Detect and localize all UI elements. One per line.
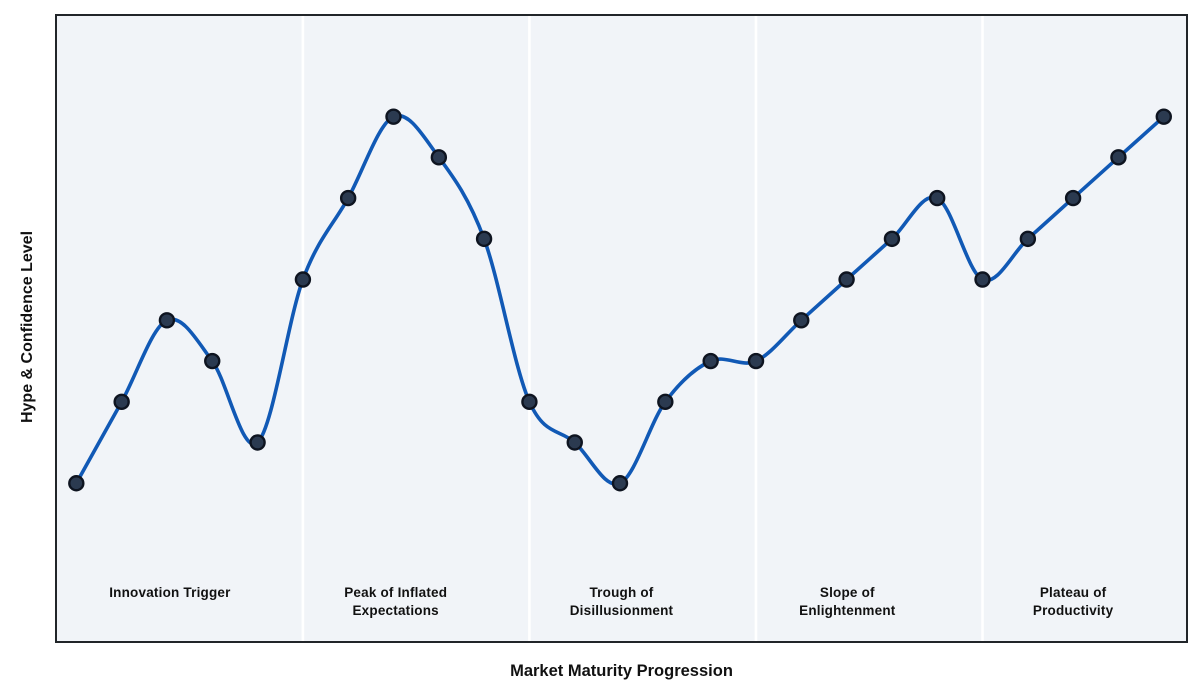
data-point-marker [702,352,719,370]
data-point-marker [1064,189,1082,207]
phase-label-innovation-trigger: Innovation Trigger [109,585,231,600]
data-point-marker [294,271,312,288]
hype-curve-line [74,113,1166,486]
data-point-marker [793,312,810,329]
data-point-marker [204,352,221,370]
data-point-marker [928,189,946,207]
y-axis-label: Hype & Confidence Level [19,230,36,424]
data-point-marker [1019,230,1037,248]
data-point-marker [747,352,765,370]
data-point-marker [611,475,629,492]
data-point-marker [249,434,266,451]
data-point-marker [430,149,448,166]
data-point-marker [838,271,855,288]
data-point-marker [475,230,493,248]
phase-label-plateau-of-productivity: Plateau of Productivity [1032,585,1114,618]
data-point-marker [339,189,357,207]
data-point-marker [1155,108,1172,125]
data-point-marker [521,393,538,411]
phase-label-peak-of-inflated-expectations: Peak of Inflated Expectations [344,585,448,618]
data-point-marker [68,475,85,492]
phase-label-trough-of-disillusionment: Trough of Disillusionment [569,585,674,618]
data-point-marker [974,271,991,288]
data-point-marker [566,434,583,451]
hype-cycle-curve-canvas [68,16,1172,641]
data-point-marker [657,393,674,411]
phase-label-slope-of-enlightenment: Slope of Enlightenment [799,585,896,618]
plot-area: Innovation Trigger Peak of Inflated Expe… [55,14,1188,643]
data-point-marker [385,108,402,125]
data-point-marker [113,393,130,411]
x-axis-label: Market Maturity Progression [510,662,733,680]
data-point-marker [1110,149,1127,166]
data-point-marker [158,312,176,329]
data-point-marker [883,230,901,248]
